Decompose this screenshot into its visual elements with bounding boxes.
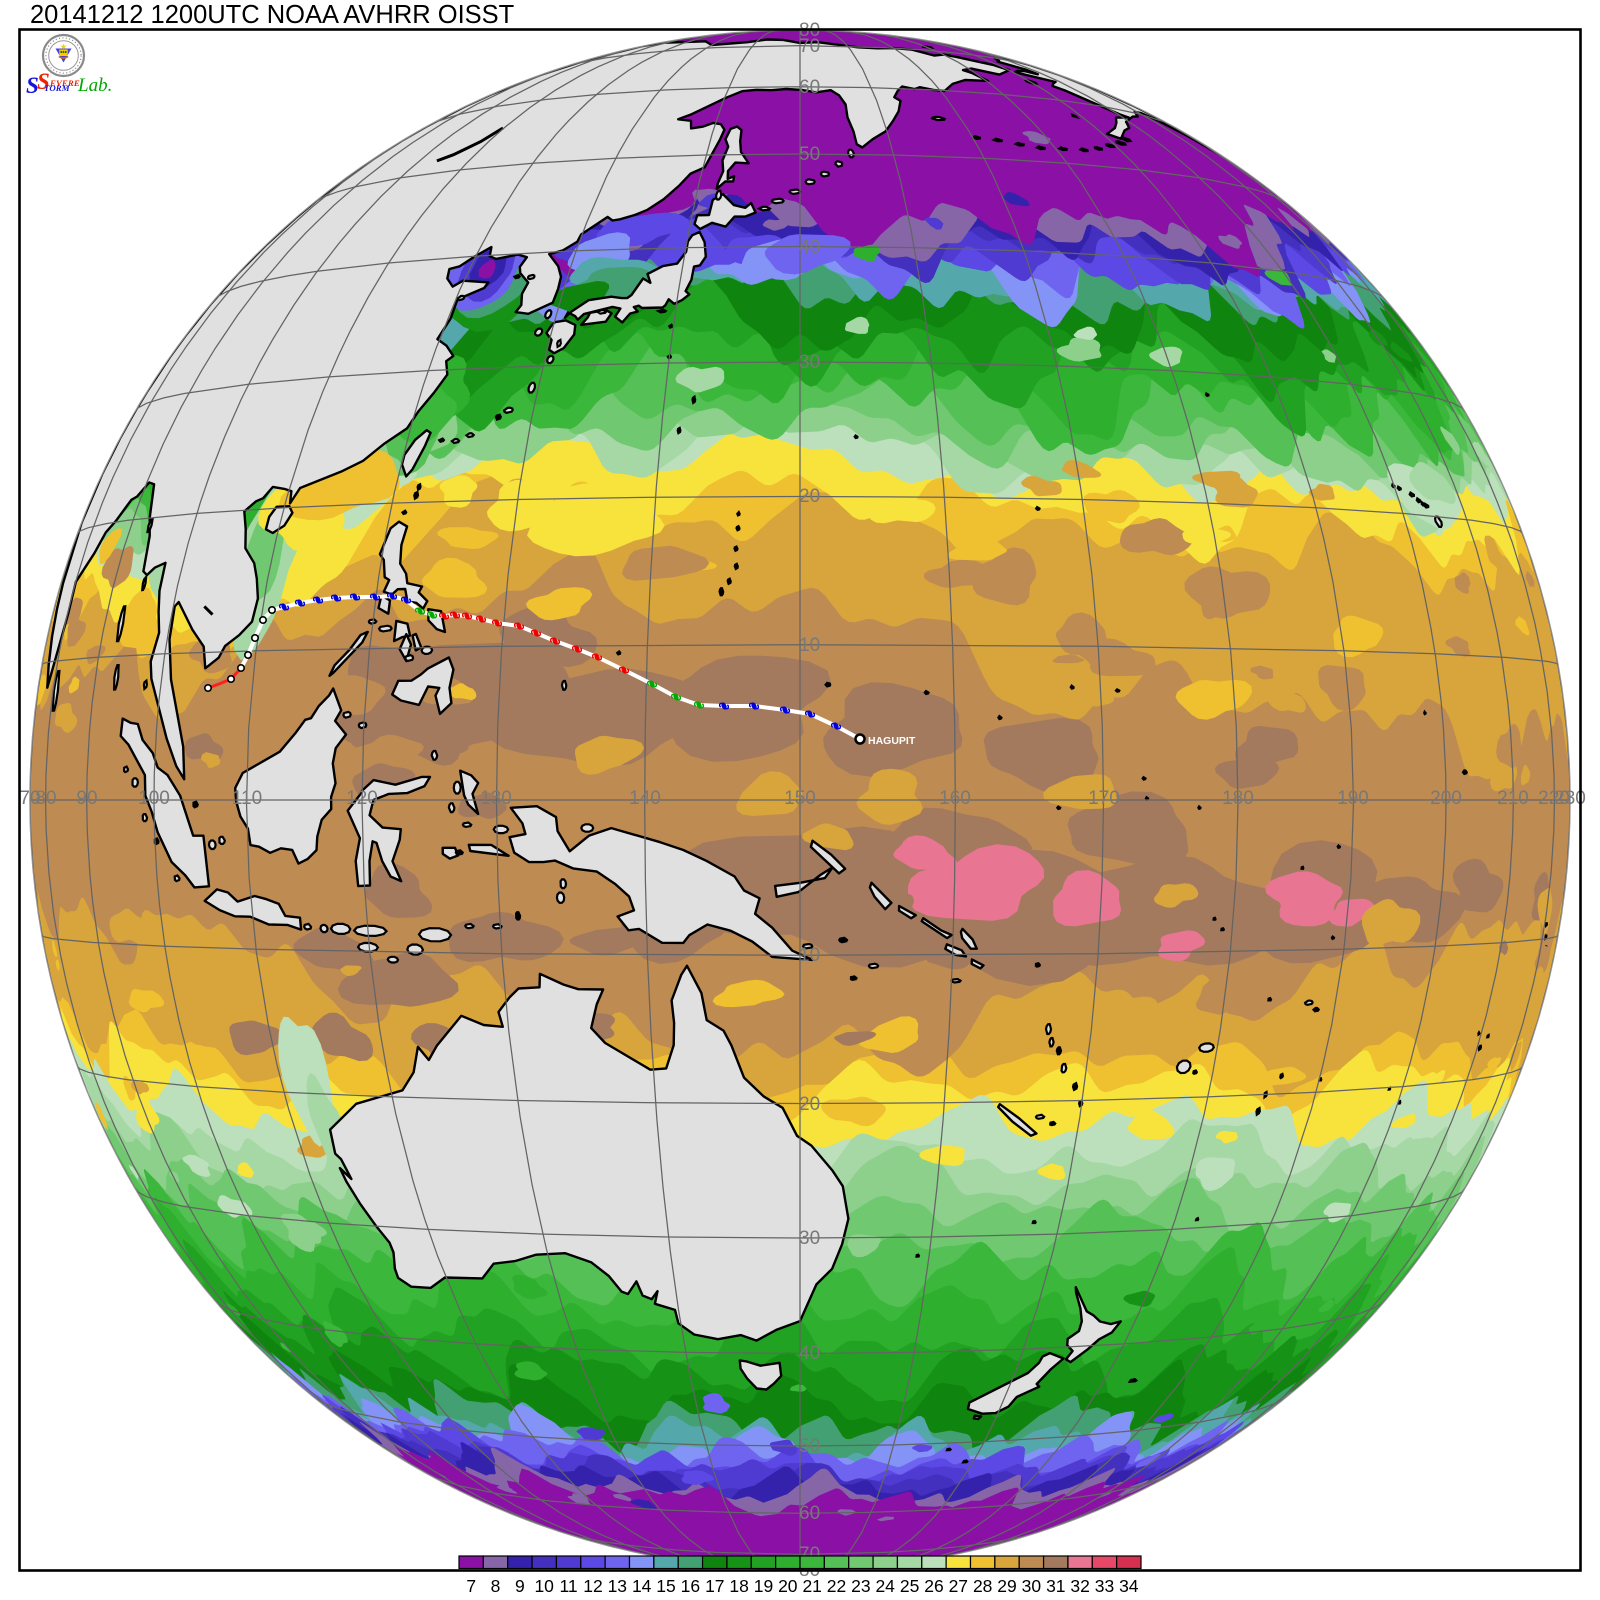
svg-text:HAGUPIT: HAGUPIT — [868, 735, 916, 747]
svg-text:10: 10 — [534, 1576, 554, 1596]
svg-text:17: 17 — [705, 1576, 724, 1596]
svg-text:7: 7 — [466, 1576, 476, 1596]
svg-text:23: 23 — [851, 1576, 870, 1596]
svg-text:27: 27 — [949, 1576, 968, 1596]
svg-text:60: 60 — [799, 1503, 820, 1524]
svg-text:TORM: TORM — [44, 83, 71, 93]
svg-text:28: 28 — [973, 1576, 992, 1596]
svg-text:32: 32 — [1070, 1576, 1089, 1596]
svg-text:60: 60 — [799, 77, 820, 98]
svg-text:170: 170 — [1088, 788, 1120, 809]
svg-text:180: 180 — [1222, 788, 1254, 809]
svg-text:210: 210 — [1497, 788, 1529, 809]
svg-text:40: 40 — [799, 1343, 820, 1364]
svg-text:26: 26 — [924, 1576, 943, 1596]
svg-text:30: 30 — [799, 1228, 820, 1249]
svg-text:110: 110 — [232, 788, 262, 809]
svg-text:140: 140 — [629, 788, 661, 809]
svg-text:22: 22 — [827, 1576, 846, 1596]
svg-text:29: 29 — [997, 1576, 1016, 1596]
svg-text:120: 120 — [346, 788, 378, 809]
svg-text:20: 20 — [799, 1094, 820, 1115]
svg-text:150: 150 — [784, 788, 816, 809]
svg-text:16: 16 — [681, 1576, 700, 1596]
svg-text:190: 190 — [1337, 788, 1369, 809]
svg-text:30: 30 — [799, 352, 820, 373]
svg-text:19: 19 — [754, 1576, 773, 1596]
svg-text:20: 20 — [778, 1576, 798, 1596]
svg-text:14: 14 — [632, 1576, 652, 1596]
svg-text:S: S — [26, 73, 39, 98]
svg-text:21: 21 — [802, 1576, 821, 1596]
svg-text:8: 8 — [491, 1576, 501, 1596]
svg-text:10: 10 — [799, 635, 820, 656]
svg-text:13: 13 — [608, 1576, 627, 1596]
svg-text:10: 10 — [799, 945, 820, 966]
svg-text:230: 230 — [1554, 788, 1586, 809]
svg-text:80: 80 — [35, 788, 56, 809]
svg-text:34: 34 — [1119, 1576, 1139, 1596]
svg-text:70: 70 — [799, 36, 820, 57]
svg-text:90: 90 — [76, 788, 97, 809]
svg-text:12: 12 — [583, 1576, 602, 1596]
svg-text:30: 30 — [1022, 1576, 1042, 1596]
svg-text:160: 160 — [939, 788, 971, 809]
svg-text:EVERE: EVERE — [49, 78, 80, 88]
svg-text:130: 130 — [480, 788, 512, 809]
svg-text:18: 18 — [729, 1576, 748, 1596]
svg-text:70: 70 — [19, 788, 40, 809]
svg-text:25: 25 — [900, 1576, 919, 1596]
svg-text:S: S — [37, 69, 50, 94]
svg-text:24: 24 — [875, 1576, 895, 1596]
svg-text:9: 9 — [515, 1576, 525, 1596]
svg-text:220: 220 — [1538, 788, 1570, 809]
svg-text:33: 33 — [1095, 1576, 1114, 1596]
svg-text:15: 15 — [656, 1576, 675, 1596]
svg-text:20: 20 — [799, 486, 820, 507]
svg-text:11: 11 — [560, 1576, 578, 1596]
svg-text:20141212 1200UTC NOAA AVHRR OI: 20141212 1200UTC NOAA AVHRR OISST — [30, 1, 514, 29]
svg-text:50: 50 — [799, 144, 820, 165]
svg-text:31: 31 — [1046, 1576, 1065, 1596]
svg-text:100: 100 — [138, 788, 170, 809]
svg-text:200: 200 — [1430, 788, 1462, 809]
svg-text:40: 40 — [799, 237, 820, 258]
svg-text:Lab.: Lab. — [77, 75, 112, 96]
svg-text:50: 50 — [799, 1436, 820, 1457]
